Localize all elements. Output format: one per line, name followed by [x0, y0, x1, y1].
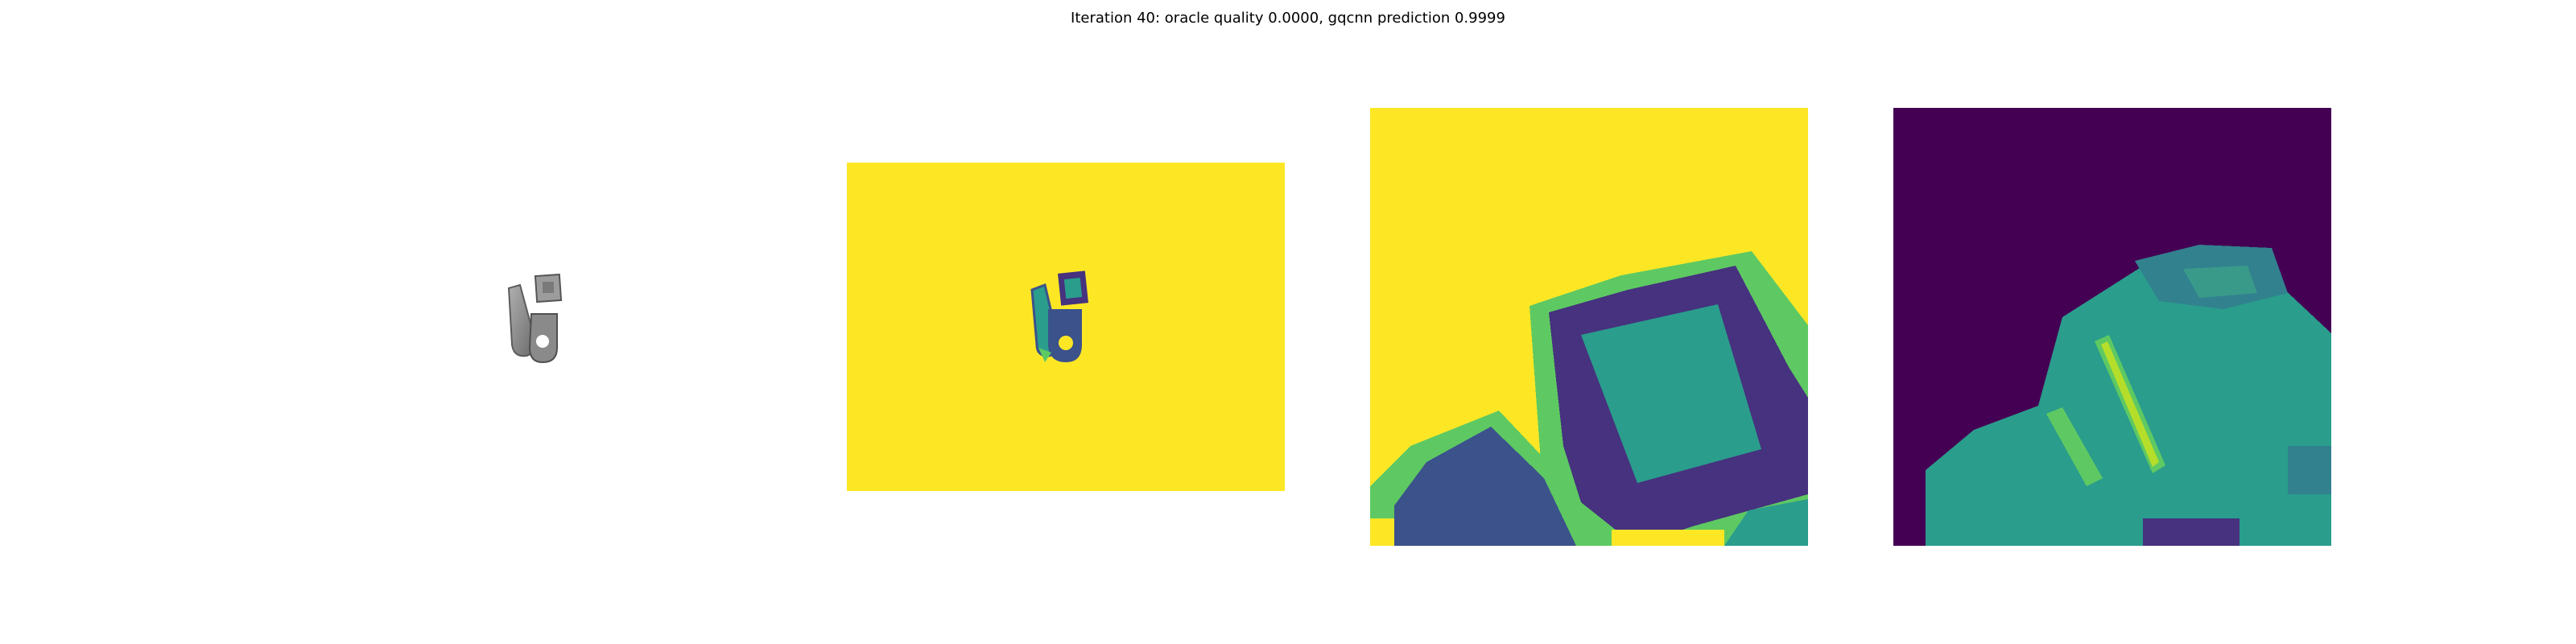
depth-crop-zoomed: [1370, 108, 1808, 546]
depth-image-full: [847, 163, 1285, 491]
figure-title: Iteration 40: oracle quality 0.0000, gqc…: [1071, 10, 1505, 27]
gradient-crop-image: [1893, 108, 2331, 546]
rendered-object-view: [467, 258, 596, 386]
rendered-object-image: [507, 273, 563, 364]
gradient-crop-zoomed: [1893, 108, 2331, 546]
depth-crop-image: [1370, 108, 1808, 546]
depth-image: [847, 163, 1285, 491]
